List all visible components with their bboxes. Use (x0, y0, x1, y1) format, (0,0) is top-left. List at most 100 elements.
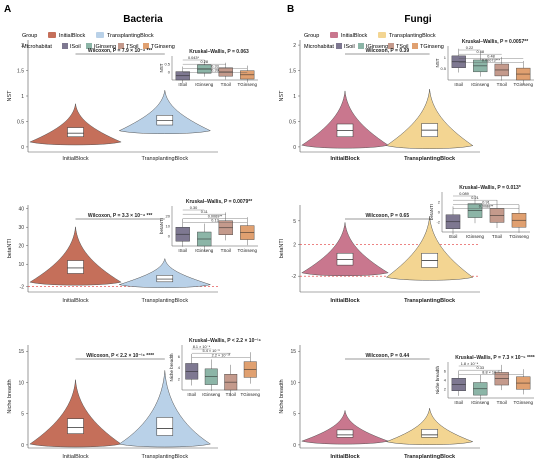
legend-label-initial: InitialBlock (59, 33, 86, 39)
legend-swatch-iginseng (358, 43, 364, 49)
inset-pair-label: 0.91 (482, 200, 489, 204)
legend-label-transplanting: TransplantingBlock (389, 33, 436, 39)
inset-pair-label: 0.13 (211, 219, 218, 223)
inset-x-tick-label: TSoil (492, 234, 502, 239)
x-tick-label: InitialBlock (330, 454, 360, 460)
wilcoxon-label: Wilcoxon, P = 3.3 × 10⁻⁴ *** (88, 213, 153, 219)
inset-x-tick-label: IGinseng (202, 392, 221, 397)
inset-y-tick-label: 2 (178, 376, 181, 381)
legend-bacteria: Group InitialBlock TransplantingBlock Mi… (22, 32, 175, 50)
violin-transplantingblock (385, 408, 474, 445)
chart-fungi-nst: 0 0.5 1 1.5 2 NST InitialBlock TransplantingBlo… (279, 39, 534, 162)
violin-transplantingblock (118, 370, 212, 448)
y-tick-label: 10 (18, 262, 24, 268)
chart-fungi-niche-breadth: 0 5 10 15 Niche breadth InitialBlock Transplan… (279, 345, 535, 460)
inset-y-tick-label: 6 (178, 354, 181, 359)
y-axis-label: NST (279, 90, 285, 102)
legend-label-isoil: ISoil (70, 44, 81, 50)
inset-y-tick-label: 0.5 (440, 66, 446, 71)
inset-test-label: Kruskal–Wallis, P < 2.2 × 10⁻¹⁶ (189, 338, 261, 344)
legend-label-tsoil: TSoil (126, 44, 139, 50)
inset-x-tick-label: TSoil (497, 400, 507, 405)
chart-area: 0 0.5 1 1.5 2 NST InitialBlock TransplantingBlo… (7, 39, 535, 460)
y-tick-label: 1.5 (289, 69, 296, 75)
inset-pair-label: 0.00073*** (482, 59, 501, 63)
violin-initialblock (301, 222, 389, 277)
inset-pair-label: 0.089 (459, 192, 469, 196)
y-tick-label: 0 (293, 145, 296, 151)
x-tick-label: InitialBlock (62, 454, 89, 460)
y-axis-label: NST (7, 90, 13, 102)
panel-letter-a: A (4, 4, 11, 15)
y-tick-label: 0 (21, 145, 24, 151)
inset-y-tick-label: 1 (444, 55, 447, 60)
inset-pair-label: 0.0069** (208, 214, 223, 218)
violin-transplantingblock (118, 90, 212, 134)
inset-y-tick-label: 4 (444, 378, 447, 383)
inset-pair-label: 0.68 (477, 50, 484, 54)
legend-swatch-transplanting (378, 32, 386, 38)
legend-swatch-initial (48, 32, 56, 38)
inset-x-tick-label: ISoil (187, 392, 196, 397)
legend-micro-title: Microhabitat (304, 44, 334, 50)
inset-pair-label: 0.043* (188, 56, 200, 60)
legend-swatch-tsoil (118, 43, 124, 49)
y-axis-label: betaNTI (7, 238, 13, 258)
inset-x-tick-label: IGinseng (466, 234, 485, 239)
y-tick-label: 5 (21, 412, 24, 418)
chart-bacteria-betanti: -2 10 20 30 40 betaNTI InitialBlock Transplanti… (7, 199, 258, 304)
inset-x-tick-label: TSoil (497, 82, 507, 87)
box-transplantingblock (156, 275, 174, 283)
legend-swatch-tginseng (412, 43, 418, 49)
inset-x-tick-label: TGinseng (513, 400, 533, 405)
inset-x-tick-label: ISoil (178, 82, 187, 87)
box-initialblock (336, 429, 354, 438)
inset-x-tick-label: TGinseng (237, 82, 257, 87)
inset-x-tick-label: IGinseng (471, 82, 490, 87)
inset-test-label: Kruskal–Wallis, P = 0.013* (459, 185, 521, 191)
inset-y-tick-label: 0 (168, 70, 171, 75)
y-tick-label: 1 (21, 94, 24, 100)
panel-letter-b: B (287, 4, 294, 15)
inset-y-tick-label: 20 (166, 214, 171, 219)
y-tick-label: 20 (18, 244, 24, 250)
inset-x-tick-label: TGinseng (237, 248, 257, 253)
legend-label-tginseng: TGinseng (151, 44, 175, 50)
panel-title-fungi: Fungi (404, 14, 431, 25)
inset-x-tick-label: TSoil (221, 248, 231, 253)
inset-pair-label: 0.0088** (479, 205, 494, 209)
legend-label-transplanting: TransplantingBlock (107, 33, 154, 39)
violin-transplantingblock (118, 258, 212, 288)
inset-pair-label: 0.33 (477, 366, 484, 370)
inset-x-tick-label: ISoil (454, 400, 463, 405)
inset-pair-label: 0.21 (471, 196, 478, 200)
inset-y-tick-label: 2 (438, 200, 441, 205)
inset-boxplot: Kruskal–Wallis, P < 2.2 × 10⁻¹⁶ Niche bre… (169, 338, 261, 397)
inset-pair-label: 0.39 (211, 69, 218, 73)
inset-y-tick-label: -2 (436, 220, 440, 225)
x-tick-label: TransplantingBlock (404, 454, 456, 460)
inset-x-tick-label: ISoil (449, 234, 458, 239)
inset-x-tick-label: TSoil (226, 392, 236, 397)
inset-pair-label: 8.1 × 10⁻⁴ (193, 345, 211, 349)
inset-x-tick-label: TSoil (221, 82, 231, 87)
violin-initialblock (301, 90, 389, 149)
legend-swatch-initial (330, 32, 338, 38)
x-tick-label: InitialBlock (62, 156, 89, 162)
panel-title-bacteria: Bacteria (123, 14, 163, 25)
y-tick-label: 0.5 (289, 119, 296, 125)
inset-pair-label: 0.11 (201, 210, 208, 214)
chart-bacteria-nst: 0 0.5 1 1.5 2 NST InitialBlock TransplantingBlo… (7, 40, 258, 162)
legend-label-isoil: ISoil (344, 44, 355, 50)
inset-x-tick-label: ISoil (178, 248, 187, 253)
legend-group-title: Group (22, 33, 37, 39)
inset-x-tick-label: IGinseng (195, 248, 214, 253)
x-tick-label: TransplantingBlock (404, 298, 456, 304)
legend-label-iginseng: IGinseng (94, 44, 116, 50)
x-tick-label: TransplantingBlock (142, 454, 189, 460)
chart-bacteria-niche-breadth: 0 5 10 15 Niche breadth InitialBlock Transplan… (7, 338, 261, 460)
inset-x-tick-label: IGinseng (195, 82, 214, 87)
inset-pair-label: 8.8 × 10⁻⁶ (482, 370, 500, 374)
violin-initialblock (29, 379, 122, 448)
inset-pair-label: 5.4 × 10⁻⁶ (203, 349, 221, 353)
